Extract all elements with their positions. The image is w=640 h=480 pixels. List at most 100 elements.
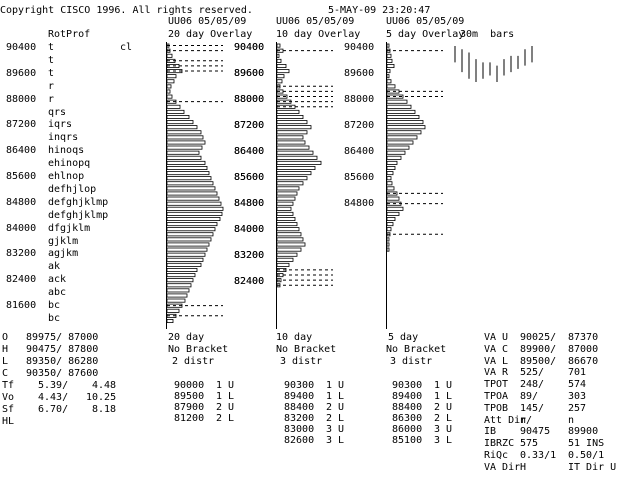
overlay-5-axis [386, 42, 387, 329]
rotprof-letters: r [48, 93, 55, 105]
level-count: 2 [326, 413, 333, 424]
profile-bar [276, 64, 287, 69]
profile-bar [276, 257, 294, 262]
profile-bar [166, 308, 180, 313]
profile-bar [166, 216, 221, 221]
overlay-10-footer-3: 3 distr [280, 356, 323, 367]
profile-bar [386, 227, 392, 232]
profile-bar [386, 74, 390, 79]
level-price: 89400 [392, 391, 423, 402]
level-count: 1 [216, 380, 223, 391]
profile-bar [386, 196, 400, 201]
profile-bar [166, 242, 210, 247]
level-side: L [446, 413, 453, 424]
rotprof-letters: defghjklmp [48, 196, 109, 208]
profile-bar [166, 125, 198, 130]
level-price: 86000 [392, 424, 423, 435]
profile-bar [386, 242, 390, 247]
profile-bar [386, 109, 416, 114]
profile-bar [166, 211, 223, 216]
rotprof-letters: inqrs [48, 132, 79, 144]
overlay-axis-label: 89600 [234, 68, 265, 79]
profile-bar [166, 257, 204, 262]
profile-bar [166, 273, 196, 278]
value-area-label: IBRZC [484, 438, 515, 450]
overlay-5-title-1: UU06 05/05/09 [386, 16, 465, 27]
rotprof-letters: iqrs [48, 119, 73, 131]
overlay-axis-label: 85600 [234, 172, 265, 183]
profile-bar [166, 145, 203, 150]
profile-bar [276, 109, 300, 114]
profile-bar [166, 293, 188, 298]
profile-bar [276, 165, 316, 170]
profile-bar [166, 222, 218, 227]
level-count: 1 [326, 380, 333, 391]
level-side: U [228, 380, 235, 391]
level-side: U [338, 424, 345, 435]
rotprof-price: 84000 [6, 222, 37, 234]
profile-bar [166, 150, 200, 155]
stat-sf-label: Sf [2, 404, 15, 415]
rotprof-letters: gjklm [48, 235, 79, 247]
profile-bar [386, 237, 390, 242]
stat-c-value: 90350/ 87600 [26, 368, 99, 379]
value-area-v1: 90025/ [520, 332, 557, 343]
rotprof-letters: r [48, 80, 55, 92]
level-price: 87900 [174, 402, 205, 413]
rotprof-letters: ack [48, 274, 67, 286]
overlay-axis-label: 90400 [344, 42, 375, 53]
overlay-axis-label: 84800 [234, 198, 265, 209]
value-area-label: VA U [484, 332, 509, 343]
profile-bar [166, 278, 194, 283]
value-area-label: TPOA [484, 391, 509, 402]
stat-h-value: 90475/ 87800 [26, 344, 99, 355]
profile-bar [276, 58, 282, 63]
profile-bar [386, 206, 404, 211]
profile-bar [386, 135, 418, 140]
rotprof-letters: qrs [48, 106, 67, 118]
value-area-v2: 0.50/1 [568, 450, 605, 461]
stat-vo-label: Vo [2, 392, 15, 403]
level-side: L [446, 391, 453, 402]
rotprof-letters: bc [48, 300, 61, 311]
overlay-axis-label: 89600 [344, 68, 375, 79]
overlay-axis-label: 84000 [234, 224, 265, 235]
profile-bar [166, 176, 212, 181]
rotprof-letters: dfgjklm [48, 222, 91, 234]
profile-bar [386, 211, 400, 216]
value-area-v2: 87370 [568, 332, 599, 343]
overlay-axis-label: 88000 [234, 94, 265, 105]
overlay-20-title-2: 20 day Overlay [168, 29, 253, 40]
value-area-v2: 86670 [568, 355, 599, 367]
profile-bar [386, 181, 393, 186]
profile-bar [166, 186, 216, 191]
level-side: U [338, 402, 345, 413]
profile-bar [166, 227, 216, 232]
level-count: 3 [326, 435, 333, 446]
profile-bar [276, 242, 306, 247]
profile-bar [386, 176, 392, 181]
value-area-v2: 257 [568, 402, 587, 414]
overlay-5-footer-2: No Bracket [386, 344, 447, 355]
overlay-10-title-1: UU06 05/05/09 [276, 16, 355, 27]
rotprof-price: 81600 [6, 300, 37, 311]
profile-bar [386, 120, 424, 125]
profile-bar [386, 58, 393, 63]
rotprof-letters: bc [48, 312, 61, 324]
profile-bar [166, 262, 202, 267]
value-area-v2: 701 [568, 367, 587, 379]
value-area-label: IB [484, 426, 497, 438]
level-side: U [228, 402, 235, 413]
rotprof-price: 90400 [6, 42, 37, 53]
profile-bar [386, 125, 426, 130]
profile-bar [276, 262, 290, 267]
level-count: 2 [434, 413, 441, 424]
rotprof-price: 87200 [6, 119, 37, 131]
level-count: 2 [216, 402, 223, 413]
profile-bar [166, 267, 198, 272]
profile-bar [276, 125, 312, 130]
profile-bar [276, 74, 285, 79]
profile-bar [276, 232, 302, 237]
level-price: 86300 [392, 413, 423, 424]
overlay-axis-label: 90400 [234, 42, 265, 53]
